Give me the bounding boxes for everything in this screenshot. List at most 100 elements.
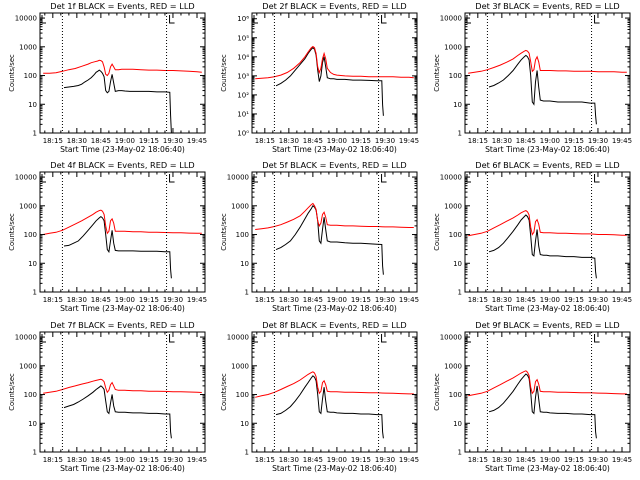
lld-series-line [43, 378, 202, 394]
interval-marker [594, 334, 600, 343]
x-tick-label: 18:15 [468, 456, 488, 464]
detector-panel: Det 1f BLACK = Events, RED = LLD 1 10 100 10… [8, 1, 207, 154]
panel-title: Det 8f BLACK = Events, RED = LLD [262, 320, 406, 330]
x-tick-label: 19:15 [351, 296, 371, 304]
x-tick-label: 18:45 [91, 296, 111, 304]
y-tick-label: 10 [240, 420, 249, 428]
interval-marker [381, 174, 387, 183]
interval-marker [466, 174, 471, 183]
x-tick-label: 19:45 [612, 456, 632, 464]
detector-panel: Det 8f BLACK = Events, RED = LLD 1 10 100 10… [220, 320, 419, 473]
lld-series-line [255, 45, 414, 80]
x-tick-label: 18:15 [43, 296, 63, 304]
y-tick-label: 1 [458, 449, 462, 457]
y-tick-label: 100 [449, 231, 462, 239]
y-tick-label: 100 [449, 72, 462, 80]
y-tick-label: 1000 [444, 362, 462, 370]
y-tick-label: 10000 [440, 174, 462, 182]
x-tick-label: 19:15 [139, 456, 159, 464]
x-tick-label: 18:30 [67, 137, 87, 145]
x-axis-label: Start Time (23-May-02 18:06:40) [272, 145, 397, 154]
y-tick-label: 10⁰ [237, 130, 249, 138]
x-axis-label: Start Time (23-May-02 18:06:40) [485, 304, 610, 313]
events-series-line [488, 54, 597, 125]
x-tick-label: 19:15 [351, 137, 371, 145]
x-tick-label: 19:30 [163, 137, 183, 145]
interval-marker [381, 15, 387, 24]
y-tick-label: 10¹ [237, 110, 249, 118]
interval-marker [381, 334, 387, 343]
x-axis-label: Start Time (23-May-02 18:06:40) [60, 464, 185, 473]
x-tick-label: 19:00 [540, 137, 560, 145]
y-tick-label: 100 [236, 231, 249, 239]
interval-marker [169, 334, 175, 343]
lld-series-line [468, 49, 627, 74]
x-tick-label: 18:30 [67, 296, 87, 304]
x-tick-label: 19:30 [375, 456, 395, 464]
x-tick-label: 18:45 [91, 137, 111, 145]
x-tick-label: 18:15 [43, 137, 63, 145]
interval-marker [253, 174, 258, 183]
x-tick-label: 19:45 [612, 296, 632, 304]
x-tick-label: 19:00 [327, 137, 347, 145]
x-tick-label: 18:30 [492, 456, 512, 464]
y-tick-label: 10000 [15, 334, 37, 342]
x-tick-label: 19:00 [115, 456, 135, 464]
x-tick-label: 19:00 [540, 296, 560, 304]
x-tick-label: 18:45 [303, 456, 323, 464]
y-axis-label: Counts/sec [433, 373, 441, 411]
y-tick-label: 10 [240, 260, 249, 268]
y-tick-label: 100 [24, 391, 37, 399]
x-tick-label: 19:30 [163, 296, 183, 304]
x-tick-label: 18:45 [516, 296, 536, 304]
x-tick-label: 18:45 [91, 456, 111, 464]
x-tick-label: 18:15 [255, 137, 275, 145]
detector-panel: Det 6f BLACK = Events, RED = LLD 1 10 100 10… [433, 160, 632, 313]
events-series-line [488, 373, 597, 439]
plot-frame [251, 331, 418, 453]
x-tick-label: 19:30 [588, 456, 608, 464]
interval-marker [466, 334, 471, 343]
x-tick-label: 19:45 [399, 456, 419, 464]
interval-marker [466, 15, 471, 24]
panel-title: Det 1f BLACK = Events, RED = LLD [50, 1, 194, 11]
events-series-line [488, 214, 597, 279]
y-axis-label: Counts/sec [8, 54, 16, 92]
x-tick-label: 19:30 [588, 296, 608, 304]
x-tick-label: 19:15 [564, 296, 584, 304]
y-axis-label: Counts/sec [8, 373, 16, 411]
x-tick-label: 18:30 [492, 137, 512, 145]
lld-series-line [255, 202, 414, 230]
events-series-line [63, 215, 172, 279]
lld-series-line [43, 59, 202, 77]
x-tick-label: 18:30 [279, 456, 299, 464]
x-tick-label: 18:15 [43, 456, 63, 464]
y-tick-label: 1 [33, 289, 37, 297]
x-tick-label: 18:30 [279, 137, 299, 145]
events-series-line [63, 69, 172, 133]
y-tick-label: 10000 [15, 15, 37, 23]
y-tick-label: 1 [458, 289, 462, 297]
interval-marker [594, 15, 600, 24]
x-tick-label: 18:45 [303, 296, 323, 304]
y-axis-label: Counts/sec [220, 54, 228, 92]
y-tick-label: 10 [453, 101, 462, 109]
y-tick-label: 10³ [237, 72, 249, 80]
panel-title: Det 6f BLACK = Events, RED = LLD [475, 160, 619, 170]
y-tick-label: 100 [24, 72, 37, 80]
y-axis-label: Counts/sec [220, 213, 228, 251]
y-tick-label: 1 [245, 289, 249, 297]
y-tick-label: 1000 [19, 202, 37, 210]
y-tick-label: 10⁴ [237, 53, 249, 61]
detector-panel: Det 3f BLACK = Events, RED = LLD 1 10 100 10… [433, 1, 632, 154]
lld-series-line [468, 210, 627, 237]
y-tick-label: 10000 [440, 334, 462, 342]
panel-title: Det 7f BLACK = Events, RED = LLD [50, 320, 194, 330]
panel-title: Det 9f BLACK = Events, RED = LLD [475, 320, 619, 330]
x-tick-label: 19:15 [351, 456, 371, 464]
y-tick-label: 10 [28, 420, 37, 428]
y-tick-label: 1 [33, 130, 37, 138]
y-tick-label: 10000 [15, 174, 37, 182]
y-tick-label: 1000 [231, 202, 249, 210]
